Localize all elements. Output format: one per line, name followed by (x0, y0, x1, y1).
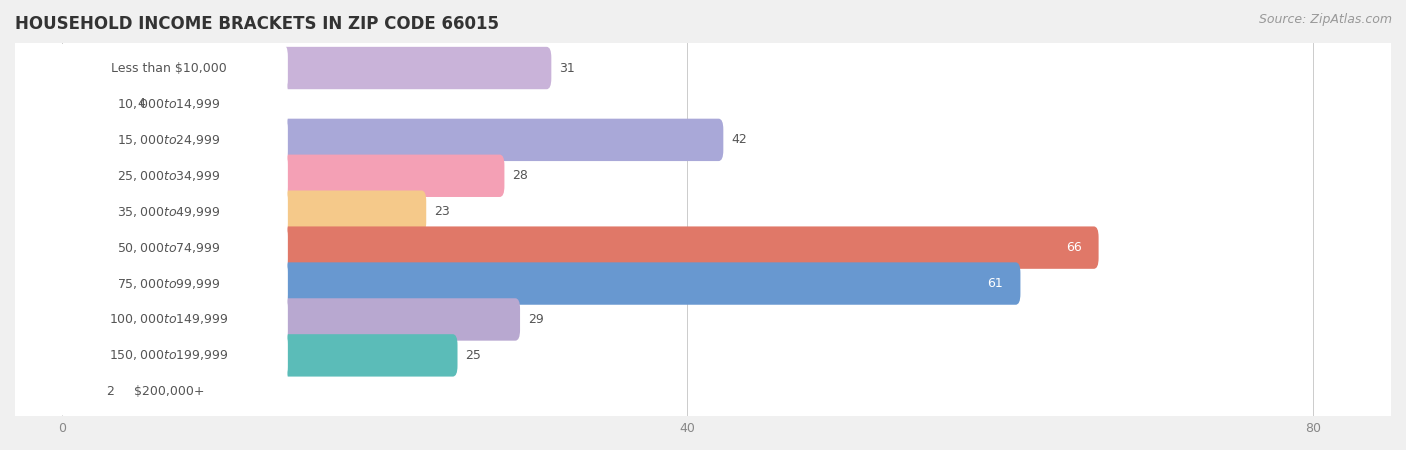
Text: $25,000 to $34,999: $25,000 to $34,999 (117, 169, 221, 183)
FancyBboxPatch shape (58, 47, 551, 89)
Text: 66: 66 (1066, 241, 1081, 254)
FancyBboxPatch shape (10, 329, 1396, 382)
FancyBboxPatch shape (51, 260, 288, 308)
Text: $10,000 to $14,999: $10,000 to $14,999 (117, 97, 221, 111)
Text: $15,000 to $24,999: $15,000 to $24,999 (117, 133, 221, 147)
FancyBboxPatch shape (58, 298, 520, 341)
FancyBboxPatch shape (58, 190, 426, 233)
FancyBboxPatch shape (10, 293, 1396, 346)
FancyBboxPatch shape (58, 262, 1021, 305)
Text: 23: 23 (434, 205, 450, 218)
Text: 2: 2 (105, 385, 114, 398)
FancyBboxPatch shape (10, 221, 1396, 274)
FancyBboxPatch shape (10, 257, 1396, 310)
FancyBboxPatch shape (51, 295, 288, 343)
Text: 42: 42 (731, 133, 747, 146)
FancyBboxPatch shape (51, 367, 288, 415)
FancyBboxPatch shape (51, 44, 288, 92)
Text: 25: 25 (465, 349, 481, 362)
FancyBboxPatch shape (58, 119, 723, 161)
FancyBboxPatch shape (51, 80, 288, 128)
Text: 61: 61 (987, 277, 1004, 290)
FancyBboxPatch shape (10, 77, 1396, 130)
Text: $100,000 to $149,999: $100,000 to $149,999 (110, 312, 229, 326)
Text: 31: 31 (560, 62, 575, 75)
FancyBboxPatch shape (58, 155, 505, 197)
FancyBboxPatch shape (58, 370, 98, 413)
FancyBboxPatch shape (58, 226, 1098, 269)
FancyBboxPatch shape (51, 224, 288, 272)
FancyBboxPatch shape (10, 185, 1396, 238)
FancyBboxPatch shape (58, 334, 457, 377)
Text: $75,000 to $99,999: $75,000 to $99,999 (117, 277, 221, 291)
Text: Less than $10,000: Less than $10,000 (111, 62, 226, 75)
Text: $200,000+: $200,000+ (134, 385, 204, 398)
Text: $50,000 to $74,999: $50,000 to $74,999 (117, 241, 221, 255)
Text: 4: 4 (136, 98, 145, 110)
FancyBboxPatch shape (10, 149, 1396, 202)
Text: 29: 29 (527, 313, 544, 326)
Text: HOUSEHOLD INCOME BRACKETS IN ZIP CODE 66015: HOUSEHOLD INCOME BRACKETS IN ZIP CODE 66… (15, 15, 499, 33)
Text: $150,000 to $199,999: $150,000 to $199,999 (110, 348, 229, 362)
FancyBboxPatch shape (10, 41, 1396, 94)
FancyBboxPatch shape (51, 188, 288, 236)
FancyBboxPatch shape (58, 83, 129, 125)
FancyBboxPatch shape (51, 116, 288, 164)
Text: Source: ZipAtlas.com: Source: ZipAtlas.com (1258, 14, 1392, 27)
Text: 28: 28 (512, 169, 529, 182)
FancyBboxPatch shape (10, 364, 1396, 418)
FancyBboxPatch shape (51, 152, 288, 200)
Text: $35,000 to $49,999: $35,000 to $49,999 (117, 205, 221, 219)
FancyBboxPatch shape (51, 331, 288, 379)
FancyBboxPatch shape (10, 113, 1396, 166)
